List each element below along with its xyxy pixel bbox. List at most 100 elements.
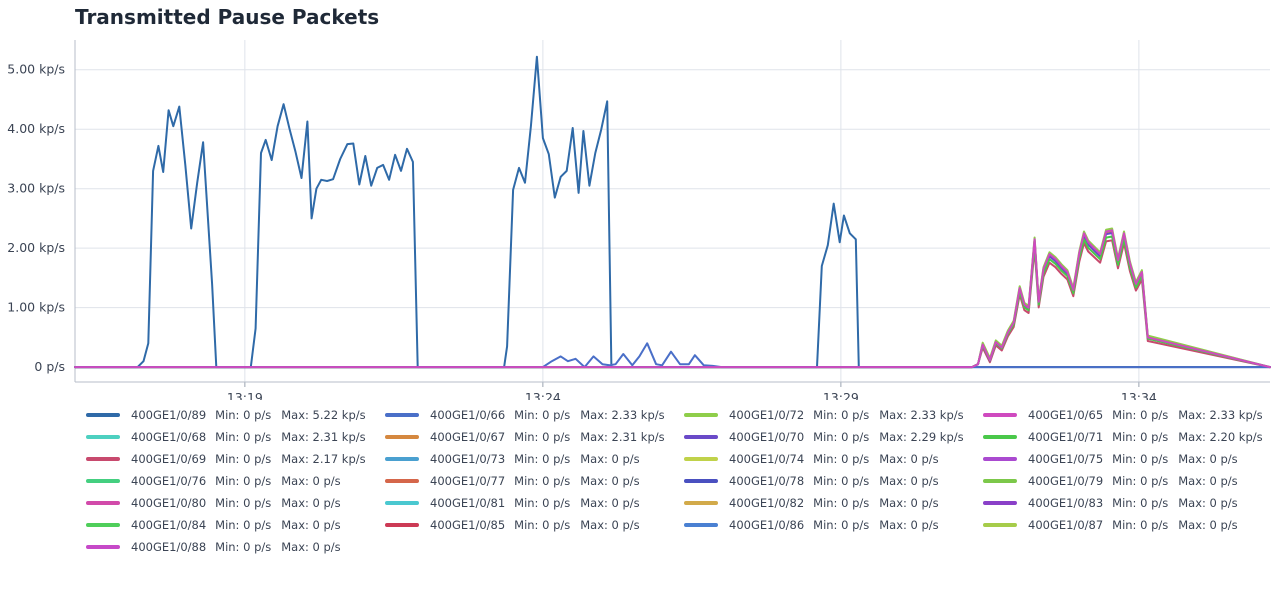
legend-max-value: Max: 0 p/s	[879, 496, 939, 510]
legend-series-name: 400GE1/0/68	[131, 430, 207, 444]
legend-item[interactable]: 400GE1/0/75 Min: 0 p/s Max: 0 p/s	[983, 448, 1276, 470]
legend-swatch	[86, 501, 120, 505]
legend-min-value: Min: 0 p/s	[1112, 496, 1169, 510]
legend-swatch	[385, 501, 419, 505]
y-tick-label: 0 p/s	[34, 359, 65, 374]
legend-series-name: 400GE1/0/72	[729, 408, 805, 422]
legend-min-value: Min: 0 p/s	[813, 496, 870, 510]
legend-series-name: 400GE1/0/76	[131, 474, 207, 488]
legend-series-name: 400GE1/0/79	[1028, 474, 1104, 488]
legend-series-name: 400GE1/0/83	[1028, 496, 1104, 510]
series-line-400ge1-0-65	[74, 229, 1271, 369]
legend-max-value: Max: 5.22 kp/s	[281, 408, 366, 422]
legend-item[interactable]: 400GE1/0/73 Min: 0 p/s Max: 0 p/s	[385, 448, 684, 470]
legend-min-value: Min: 0 p/s	[215, 474, 272, 488]
legend-item[interactable]: 400GE1/0/80 Min: 0 p/s Max: 0 p/s	[86, 492, 385, 514]
legend: 400GE1/0/89 Min: 0 p/s Max: 5.22 kp/s 400GE…	[86, 404, 1276, 558]
legend-max-value: Max: 0 p/s	[281, 474, 341, 488]
legend-series-name: 400GE1/0/86	[729, 518, 805, 532]
legend-min-value: Min: 0 p/s	[1112, 518, 1169, 532]
legend-series-name: 400GE1/0/82	[729, 496, 805, 510]
legend-empty-cell	[983, 536, 1276, 558]
legend-swatch	[86, 545, 120, 549]
legend-empty-cell	[385, 536, 684, 558]
legend-swatch	[983, 457, 1017, 461]
legend-series-name: 400GE1/0/89	[131, 408, 207, 422]
legend-series-name: 400GE1/0/81	[430, 496, 506, 510]
legend-max-value: Max: 0 p/s	[1178, 518, 1238, 532]
legend-item[interactable]: 400GE1/0/86 Min: 0 p/s Max: 0 p/s	[684, 514, 983, 536]
legend-swatch	[983, 479, 1017, 483]
legend-item[interactable]: 400GE1/0/72 Min: 0 p/s Max: 2.33 kp/s	[684, 404, 983, 426]
legend-item[interactable]: 400GE1/0/77 Min: 0 p/s Max: 0 p/s	[385, 470, 684, 492]
y-tick-label: 1.00 kp/s	[7, 300, 65, 315]
legend-series-name: 400GE1/0/75	[1028, 452, 1104, 466]
legend-item[interactable]: 400GE1/0/84 Min: 0 p/s Max: 0 p/s	[86, 514, 385, 536]
legend-item[interactable]: 400GE1/0/74 Min: 0 p/s Max: 0 p/s	[684, 448, 983, 470]
legend-item[interactable]: 400GE1/0/68 Min: 0 p/s Max: 2.31 kp/s	[86, 426, 385, 448]
legend-max-value: Max: 2.31 kp/s	[281, 430, 366, 444]
legend-swatch	[385, 523, 419, 527]
legend-swatch	[684, 501, 718, 505]
legend-item[interactable]: 400GE1/0/69 Min: 0 p/s Max: 2.17 kp/s	[86, 448, 385, 470]
grid	[75, 40, 1270, 382]
legend-item[interactable]: 400GE1/0/87 Min: 0 p/s Max: 0 p/s	[983, 514, 1276, 536]
legend-max-value: Max: 0 p/s	[580, 518, 640, 532]
legend-max-value: Max: 0 p/s	[281, 540, 341, 554]
legend-item[interactable]: 400GE1/0/67 Min: 0 p/s Max: 2.31 kp/s	[385, 426, 684, 448]
chart-title: Transmitted Pause Packets	[75, 5, 380, 29]
legend-item[interactable]: 400GE1/0/79 Min: 0 p/s Max: 0 p/s	[983, 470, 1276, 492]
legend-min-value: Min: 0 p/s	[215, 408, 272, 422]
legend-item[interactable]: 400GE1/0/66 Min: 0 p/s Max: 2.33 kp/s	[385, 404, 684, 426]
legend-swatch	[86, 413, 120, 417]
legend-min-value: Min: 0 p/s	[215, 540, 272, 554]
legend-swatch	[983, 501, 1017, 505]
legend-max-value: Max: 0 p/s	[1178, 474, 1238, 488]
legend-item[interactable]: 400GE1/0/88 Min: 0 p/s Max: 0 p/s	[86, 536, 385, 558]
legend-max-value: Max: 2.33 kp/s	[1178, 408, 1263, 422]
legend-swatch	[385, 479, 419, 483]
legend-series-name: 400GE1/0/65	[1028, 408, 1104, 422]
legend-swatch	[684, 479, 718, 483]
legend-max-value: Max: 0 p/s	[281, 496, 341, 510]
legend-swatch	[983, 523, 1017, 527]
y-tick-label: 5.00 kp/s	[7, 62, 65, 77]
legend-min-value: Min: 0 p/s	[514, 518, 571, 532]
legend-swatch	[684, 523, 718, 527]
legend-max-value: Max: 2.33 kp/s	[879, 408, 964, 422]
legend-item[interactable]: 400GE1/0/70 Min: 0 p/s Max: 2.29 kp/s	[684, 426, 983, 448]
legend-series-name: 400GE1/0/66	[430, 408, 506, 422]
legend-item[interactable]: 400GE1/0/82 Min: 0 p/s Max: 0 p/s	[684, 492, 983, 514]
legend-series-name: 400GE1/0/88	[131, 540, 207, 554]
legend-item[interactable]: 400GE1/0/81 Min: 0 p/s Max: 0 p/s	[385, 492, 684, 514]
legend-max-value: Max: 0 p/s	[580, 452, 640, 466]
legend-min-value: Min: 0 p/s	[813, 474, 870, 488]
legend-series-name: 400GE1/0/73	[430, 452, 506, 466]
legend-max-value: Max: 2.31 kp/s	[580, 430, 665, 444]
series-line-400ge1-0-89	[74, 55, 1271, 369]
legend-min-value: Min: 0 p/s	[813, 408, 870, 422]
legend-min-value: Min: 0 p/s	[1112, 452, 1169, 466]
x-tick-label: 13:34	[1121, 390, 1157, 400]
legend-swatch	[86, 435, 120, 439]
legend-item[interactable]: 400GE1/0/83 Min: 0 p/s Max: 0 p/s	[983, 492, 1276, 514]
legend-swatch	[86, 479, 120, 483]
legend-max-value: Max: 0 p/s	[580, 474, 640, 488]
legend-series-name: 400GE1/0/70	[729, 430, 805, 444]
x-tick-label: 13:19	[227, 390, 263, 400]
legend-item[interactable]: 400GE1/0/89 Min: 0 p/s Max: 5.22 kp/s	[86, 404, 385, 426]
legend-swatch	[983, 435, 1017, 439]
legend-swatch	[684, 435, 718, 439]
legend-item[interactable]: 400GE1/0/65 Min: 0 p/s Max: 2.33 kp/s	[983, 404, 1276, 426]
legend-min-value: Min: 0 p/s	[215, 430, 272, 444]
legend-min-value: Min: 0 p/s	[514, 496, 571, 510]
chart-canvas[interactable]: 0 p/s 1.00 kp/s 2.00 kp/s 3.00 kp/s 4.00 kp/…	[0, 0, 1280, 400]
legend-item[interactable]: 400GE1/0/71 Min: 0 p/s Max: 2.20 kp/s	[983, 426, 1276, 448]
legend-swatch	[385, 413, 419, 417]
legend-swatch	[385, 457, 419, 461]
legend-item[interactable]: 400GE1/0/85 Min: 0 p/s Max: 0 p/s	[385, 514, 684, 536]
legend-item[interactable]: 400GE1/0/78 Min: 0 p/s Max: 0 p/s	[684, 470, 983, 492]
legend-min-value: Min: 0 p/s	[215, 496, 272, 510]
legend-max-value: Max: 0 p/s	[1178, 452, 1238, 466]
legend-item[interactable]: 400GE1/0/76 Min: 0 p/s Max: 0 p/s	[86, 470, 385, 492]
